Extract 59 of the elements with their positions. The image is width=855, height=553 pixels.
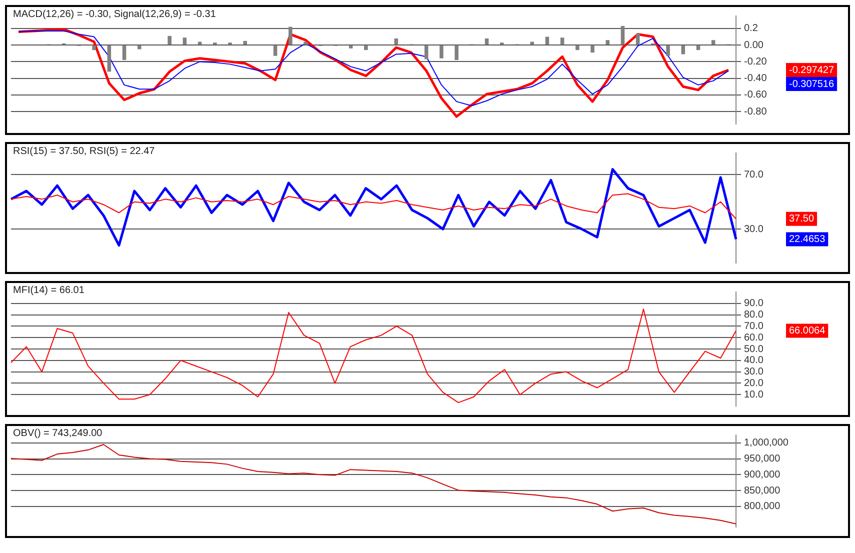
bar [92,46,96,50]
y-tick-label: 20.0 [744,378,764,389]
text: 66.0064 [789,326,826,337]
text: -0.297427 [789,64,834,76]
bar [107,46,112,72]
bar [454,46,458,60]
text: 37.50 [789,214,814,225]
bar [138,46,142,50]
y-tick-label: 90.0 [744,298,764,310]
y-tick-label: 800,000 [744,501,781,512]
bar [484,38,489,45]
bar [304,42,308,45]
y-tick-label: -0.60 [744,90,768,101]
chart-title: MFI(14) = 66.01 [13,285,84,296]
bar [666,46,670,56]
bar [560,38,564,45]
y-tick-label: -0.80 [744,106,768,118]
bar [576,46,580,50]
y-tick-label: 50.0 [744,344,764,355]
bar [243,40,248,45]
y-tick-label: 0.2 [744,23,758,34]
y-tick-label: 10.0 [744,389,764,400]
y-tick-label: 900,000 [744,469,781,480]
y-tick-label: 30.0 [744,366,764,378]
y-tick-label: 850,000 [744,485,781,496]
text: 22.4653 [789,234,826,245]
bar [440,46,444,58]
y-tick-label: 1,000,000 [744,438,789,449]
bar [590,46,594,53]
bar [711,40,716,45]
bar [681,46,686,54]
chart-title: OBV() = 743,249.00 [13,428,102,439]
bar [394,38,398,45]
bar [364,46,368,50]
bar [288,26,292,45]
bar [168,36,172,45]
y-tick-label: 950,000 [744,454,781,465]
y-tick-label: 60.0 [744,332,764,344]
y-tick-label: 0.00 [744,40,764,51]
y-tick-label: -0.20 [744,56,768,68]
bar [348,46,353,48]
bar [696,46,700,50]
chart-title: RSI(15) = 37.50, RSI(5) = 22.47 [13,146,155,157]
bar [636,33,640,45]
bar [182,38,187,45]
bar [424,46,428,60]
bar [122,46,126,60]
bar [620,26,625,45]
y-tick-label: 30.0 [744,224,764,235]
y-tick-label: 70.0 [744,169,764,180]
bar [273,46,278,56]
y-tick-label: 70.0 [744,320,764,332]
text: -0.307516 [789,78,834,90]
chart-title: MACD(12,26) = -0.30, Signal(12,26,9) = -0.31 [13,9,216,20]
bar [530,42,534,45]
bar [606,40,610,45]
y-tick-label: 80.0 [744,310,764,321]
y-tick-label: 40.0 [744,355,764,366]
y-tick-label: -0.40 [744,73,768,84]
